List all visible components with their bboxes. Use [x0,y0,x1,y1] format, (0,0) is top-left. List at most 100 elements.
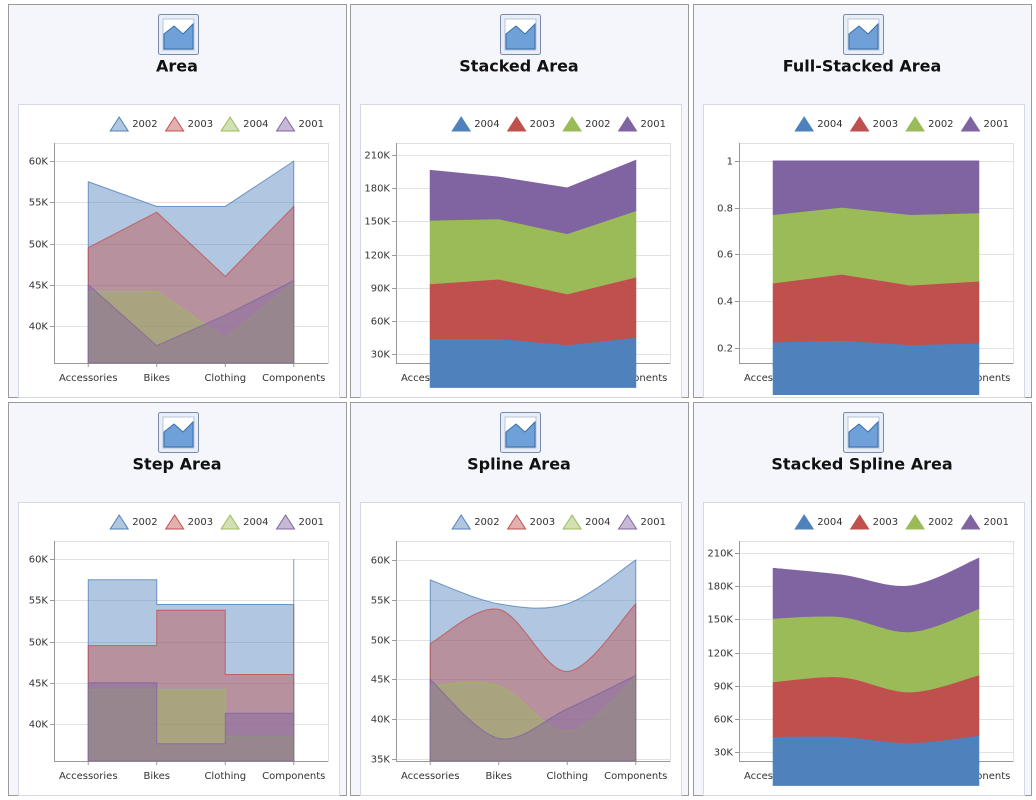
area [429,276,637,346]
legend-marker [562,116,583,132]
y-tick-label: 90K [714,682,734,693]
legend-label: 2001 [641,119,666,130]
area [429,336,637,388]
area [772,206,980,286]
legend-marker [220,514,241,530]
y-tick-label: 150K [364,217,390,228]
area [429,674,637,762]
legend: 2001 2004 2003 2002 [451,514,666,530]
area [772,339,980,396]
y-tick-label: 60K [29,555,49,566]
legend-label: 2003 [188,119,213,130]
legend-marker [794,514,815,530]
x-tick-label: Accessories [401,771,460,782]
y-tick-label: 50K [371,636,391,647]
legend-label: 2003 [530,517,555,528]
x-tick-label: Accessories [59,771,118,782]
chart-icon-shape [163,22,194,50]
y-tick-label: 150K [707,615,733,626]
legend-label: 2003 [188,517,213,528]
area [772,734,980,786]
legend-label: 2001 [984,517,1009,528]
legend-label: 2001 [299,119,324,130]
y-tick-label: 60K [714,715,734,726]
area [772,557,980,633]
y-tick-label: 35K [371,755,391,766]
chart-title: Step Area [133,455,222,474]
y-tick-label: 45K [29,679,49,690]
legend-label: 2004 [243,517,268,528]
x-tick-label: Bikes [486,771,512,782]
x-tick-label: Components [262,771,325,782]
legend-marker [562,514,583,530]
legend-label: 2004 [817,119,842,130]
area [429,676,637,762]
y-tick-label: 60K [371,317,391,328]
y-tick-label: 55K [29,596,49,607]
legend-label: 2001 [641,517,666,528]
legend-label: 2004 [585,517,610,528]
legend-label: 2002 [132,517,157,528]
area [429,159,637,235]
legend-marker [794,116,815,132]
legend-label: 2002 [928,517,953,528]
x-tick-label: Accessories [59,373,118,384]
y-tick-label: 210K [707,549,733,560]
y-tick-label: 0.6 [717,250,733,261]
legend-label: 2002 [474,517,499,528]
legend-label: 2004 [474,119,499,130]
legend-marker [220,116,241,132]
legend-label: 2003 [530,119,555,130]
y-tick-label: 55K [29,198,49,209]
y-tick-label: 180K [364,184,390,195]
area [429,559,637,762]
y-tick-label: 50K [29,638,49,649]
y-tick-label: 60K [29,157,49,168]
legend-marker [960,514,981,530]
legend: 2001 2002 2003 2004 [451,116,666,132]
y-tick-label: 40K [29,322,49,333]
y-tick-label: 120K [364,251,390,262]
chart-title: Stacked Spline Area [771,455,952,474]
legend-label: 2002 [928,119,953,130]
legend-marker [617,514,638,530]
chart-icon-shape [505,420,536,448]
y-tick-label: 45K [371,675,391,686]
legend: 2001 2004 2003 2002 [109,116,324,132]
y-tick-label: 0.4 [717,297,733,308]
y-tick-label: 30K [714,748,734,759]
x-tick-label: Clothing [204,373,246,384]
legend-marker [275,116,296,132]
chart-title: Area [156,57,198,76]
x-tick-label: Clothing [546,771,588,782]
y-tick-label: 0.8 [717,204,733,215]
legend-marker [905,514,926,530]
legend-marker [275,514,296,530]
legend-label: 2004 [817,517,842,528]
y-tick-label: 90K [371,284,391,295]
chart-icon-shape [848,420,879,448]
legend-label: 2003 [873,119,898,130]
legend-label: 2001 [984,119,1009,130]
legend: 2001 2002 2003 2004 [794,116,1009,132]
x-tick-label: Components [604,771,667,782]
legend-marker [905,116,926,132]
y-tick-label: 210K [364,151,390,162]
y-tick-label: 40K [29,720,49,731]
legend-marker [617,116,638,132]
legend-marker [849,514,870,530]
y-tick-label: 180K [707,582,733,593]
x-tick-label: Clothing [204,771,246,782]
chart-icon-shape [505,22,536,50]
plot-area [396,541,671,762]
y-tick-label: 45K [29,281,49,292]
legend-label: 2003 [873,517,898,528]
legend-marker [506,116,527,132]
legend-label: 2004 [243,119,268,130]
y-tick-label: 40K [371,715,391,726]
y-tick-label: 30K [371,350,391,361]
legend-marker [451,116,472,132]
area [772,160,980,216]
